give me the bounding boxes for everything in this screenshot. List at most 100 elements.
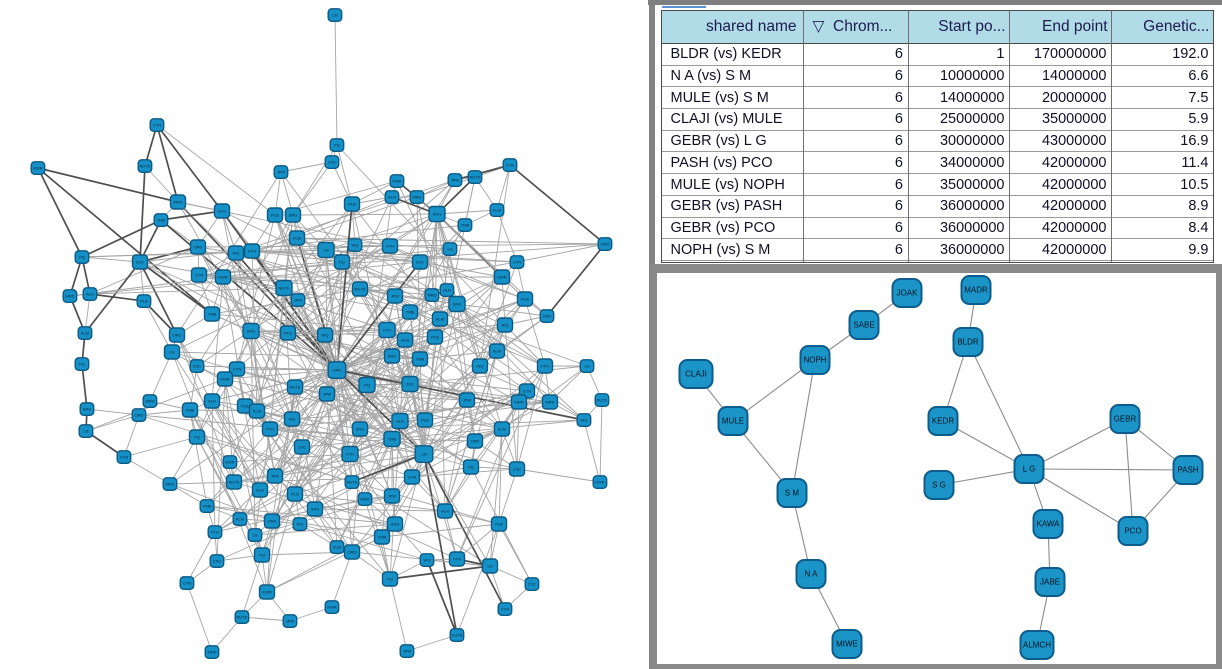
svg-text:SRG: SRG (388, 354, 397, 359)
svg-text:JPW: JPW (391, 294, 400, 299)
svg-text:ZXC: ZXC (416, 260, 424, 265)
svg-text:KWR: KWR (392, 179, 401, 184)
svg-text:NUTE: NUTE (347, 480, 358, 485)
svg-text:PQ: PQ (259, 553, 265, 558)
svg-text:ALN: ALN (86, 292, 94, 297)
svg-text:PLB: PLB (495, 522, 503, 527)
svg-text:MRD: MRD (165, 482, 174, 487)
svg-text:ZXC: ZXC (298, 445, 306, 450)
svg-text:ALN: ALN (256, 488, 264, 493)
svg-text:JPW: JPW (277, 170, 286, 175)
svg-text:PQ: PQ (194, 435, 200, 440)
svg-text:MRD: MRD (360, 497, 369, 502)
svg-text:KLM: KLM (493, 349, 501, 354)
svg-text:KWR: KWR (220, 377, 229, 382)
svg-text:TMB: TMB (203, 504, 212, 509)
svg-text:JPW: JPW (388, 494, 397, 499)
svg-text:FTH: FTH (266, 427, 274, 432)
svg-text:ORD: ORD (194, 245, 203, 250)
svg-text:JPW: JPW (271, 474, 280, 479)
svg-text:MRD: MRD (65, 294, 74, 299)
svg-text:KLM: KLM (333, 545, 341, 550)
svg-text:PLB: PLB (521, 297, 529, 302)
svg-text:CYN: CYN (513, 260, 522, 265)
svg-text:ZXC: ZXC (193, 364, 201, 369)
svg-text:WQ: WQ (322, 333, 329, 338)
svg-text:ORD: ORD (135, 413, 144, 418)
svg-text:JPW: JPW (323, 392, 332, 397)
svg-text:KLM: KLM (436, 317, 444, 322)
svg-text:MRD: MRD (427, 293, 436, 298)
svg-text:MRD: MRD (173, 200, 182, 205)
svg-text:CYN: CYN (523, 389, 532, 394)
svg-text:TMB: TMB (378, 535, 387, 540)
svg-text:SRG: SRG (453, 302, 462, 307)
svg-text:ORD: ORD (348, 550, 357, 555)
svg-text:CYN: CYN (153, 123, 162, 128)
svg-text:ORD: ORD (543, 314, 552, 319)
svg-text:PQ: PQ (468, 465, 474, 470)
svg-text:FTH: FTH (383, 328, 391, 333)
svg-text:NUTE: NUTE (470, 175, 481, 180)
svg-text:KWR: KWR (595, 480, 604, 485)
svg-text:KWR: KWR (327, 605, 336, 610)
svg-text:WQ: WQ (424, 558, 431, 563)
svg-text:ALN: ALN (396, 419, 404, 424)
svg-text:KWR: KWR (225, 460, 234, 465)
svg-text:SRG: SRG (356, 427, 365, 432)
svg-text:SRG: SRG (391, 522, 400, 527)
svg-text:TMB: TMB (416, 357, 425, 362)
svg-text:TMB: TMB (388, 437, 397, 442)
svg-text:KLM: KLM (498, 427, 506, 432)
svg-text:ALN: ALN (208, 399, 216, 404)
svg-text:LN: LN (252, 533, 257, 538)
svg-text:ALN: ALN (441, 509, 449, 514)
svg-text:ALN: ALN (401, 338, 409, 343)
svg-text:FTH: FTH (211, 530, 219, 535)
svg-text:FTH: FTH (541, 364, 549, 369)
svg-text:CYN: CYN (183, 581, 192, 586)
svg-text:PQ: PQ (387, 577, 393, 582)
svg-text:JPW: JPW (463, 398, 472, 403)
svg-text:PLB: PLB (271, 213, 279, 218)
svg-text:CYN: CYN (120, 455, 129, 460)
svg-text:SRG: SRG (311, 507, 320, 512)
svg-text:WQ: WQ (297, 522, 304, 527)
svg-text:LN: LN (584, 364, 589, 369)
svg-text:WQ: WQ (581, 418, 588, 423)
svg-text:CYN: CYN (408, 475, 417, 480)
svg-text:PLB: PLB (291, 492, 299, 497)
svg-text:FTH: FTH (346, 452, 354, 457)
svg-text:TMB: TMB (208, 312, 217, 317)
svg-text:FTH: FTH (248, 249, 256, 254)
svg-text:WQ: WQ (502, 323, 509, 328)
svg-text:ZXC: ZXC (406, 382, 414, 387)
svg-text:KLM: KLM (81, 331, 89, 336)
svg-text:PQ: PQ (79, 255, 85, 260)
svg-text:PQ: PQ (364, 383, 370, 388)
svg-text:PQ: PQ (334, 143, 340, 148)
svg-text:PLB: PLB (348, 202, 356, 207)
svg-text:FTH: FTH (284, 331, 292, 336)
svg-text:LN: LN (332, 13, 337, 18)
svg-text:NUTE: NUTE (229, 480, 240, 485)
svg-text:ZXC: ZXC (136, 260, 144, 265)
svg-text:KWR: KWR (262, 590, 271, 595)
svg-text:KWR: KWR (514, 400, 523, 405)
svg-text:JPW: JPW (294, 298, 303, 303)
svg-text:PLB: PLB (241, 404, 249, 409)
svg-text:WQ: WQ (477, 364, 484, 369)
svg-text:WQ: WQ (233, 251, 240, 256)
svg-text:TMB: TMB (406, 310, 415, 315)
svg-text:CYN: CYN (233, 367, 242, 372)
svg-text:NUTE: NUTE (237, 615, 248, 620)
svg-text:ALN: ALN (218, 209, 226, 214)
svg-text:JPW: JPW (451, 178, 460, 183)
svg-text:JPW: JPW (286, 619, 295, 624)
svg-text:SRG: SRG (289, 213, 298, 218)
svg-text:WQ: WQ (289, 417, 296, 422)
svg-text:MRD: MRD (145, 399, 154, 404)
svg-text:KLM: KLM (493, 208, 501, 213)
svg-text:LN: LN (169, 350, 174, 355)
svg-text:ZXC: ZXC (328, 160, 336, 165)
